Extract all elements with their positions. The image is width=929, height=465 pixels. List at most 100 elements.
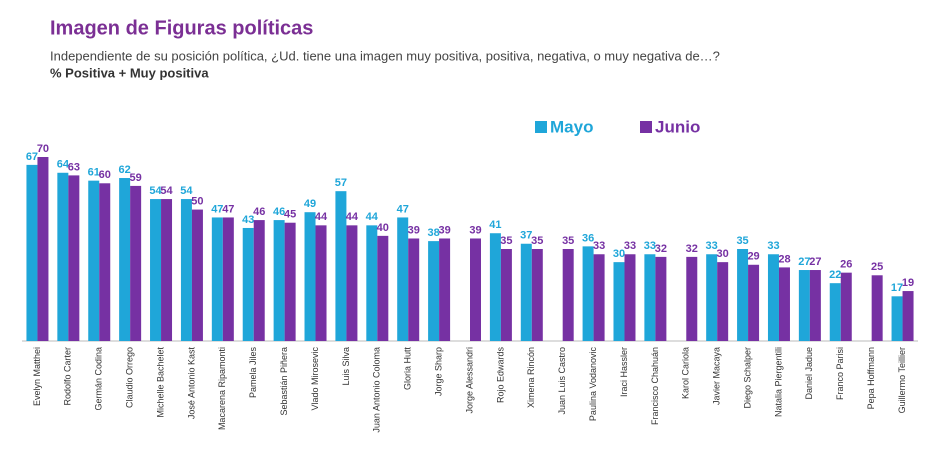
value-label: 44 xyxy=(346,211,359,223)
x-tick-label: Karol Cariola xyxy=(681,347,691,399)
value-label: 26 xyxy=(840,259,852,271)
chart-title: Imagen de Figuras políticas xyxy=(50,17,313,39)
value-label: 33 xyxy=(593,240,605,252)
bar xyxy=(119,178,131,341)
x-tick-label: Juan Antonio Coloma xyxy=(372,347,382,433)
x-tick-label: Juan Luis Castro xyxy=(557,347,567,415)
x-tick-label: Evelyn Matthei xyxy=(32,347,42,406)
value-label: 33 xyxy=(767,240,779,252)
bar xyxy=(489,233,501,341)
value-label: 47 xyxy=(211,203,223,215)
bar xyxy=(809,270,821,341)
value-label: 44 xyxy=(366,211,379,223)
bar xyxy=(242,227,254,341)
bar xyxy=(26,164,38,341)
value-label: 63 xyxy=(68,161,80,173)
bar xyxy=(161,199,173,341)
x-tick-label: José Antonio Kast xyxy=(186,347,196,420)
bar xyxy=(871,275,883,341)
bar xyxy=(500,249,512,341)
x-tick-label: Germán Codina xyxy=(94,347,104,411)
x-tick-label: Daniel Jadue xyxy=(804,347,814,400)
value-label: 49 xyxy=(304,198,316,210)
value-label: 36 xyxy=(582,232,594,244)
value-label: 46 xyxy=(273,206,285,218)
bar xyxy=(902,291,914,341)
bar xyxy=(315,225,327,341)
x-tick-label: Javier Macaya xyxy=(712,347,722,405)
value-label: 33 xyxy=(706,240,718,252)
x-tick-label: Gloria Hutt xyxy=(403,347,413,391)
x-tick-label: Rojo Edwards xyxy=(495,347,505,404)
value-label: 61 xyxy=(88,167,100,179)
value-label: 64 xyxy=(57,159,70,171)
value-label: 17 xyxy=(891,282,903,294)
bar xyxy=(211,217,223,341)
value-label: 33 xyxy=(624,240,636,252)
bar xyxy=(613,262,625,341)
value-label: 35 xyxy=(531,235,543,247)
value-label: 38 xyxy=(427,227,439,239)
bar xyxy=(686,256,698,341)
x-tick-label: Michelle Bachelet xyxy=(155,347,165,418)
value-label: 46 xyxy=(253,206,265,218)
x-tick-label: Franco Parisi xyxy=(835,347,845,400)
value-label: 39 xyxy=(469,224,481,236)
bar xyxy=(655,256,667,341)
bar xyxy=(377,235,389,341)
chart-subtitle: Independiente de su posición política, ¿… xyxy=(50,48,720,63)
bar xyxy=(37,157,49,341)
value-label: 39 xyxy=(408,224,420,236)
bar xyxy=(531,249,543,341)
value-label: 32 xyxy=(655,243,667,255)
x-tick-label: Pamela Jiles xyxy=(248,347,258,399)
value-label: 45 xyxy=(284,209,296,221)
bar xyxy=(366,225,378,341)
legend-label: Junio xyxy=(655,117,700,136)
x-tick-label: Luis Silva xyxy=(341,347,351,386)
x-tick-label: Francisco Chahuán xyxy=(650,347,660,425)
bar xyxy=(88,180,100,341)
bar xyxy=(273,220,285,341)
bar xyxy=(624,254,636,341)
value-label: 54 xyxy=(149,185,162,197)
bar xyxy=(778,267,790,341)
y-label: % Positiva + Muy positiva xyxy=(50,65,209,80)
value-label: 30 xyxy=(717,248,729,260)
value-label: 32 xyxy=(686,243,698,255)
x-tick-label: Paulina Vodanovic xyxy=(588,347,598,422)
bar xyxy=(840,272,852,341)
bar xyxy=(706,254,718,341)
value-label: 67 xyxy=(26,151,38,163)
bar xyxy=(180,199,192,341)
value-label: 19 xyxy=(902,277,914,289)
x-tick-label: Jorge Alessandri xyxy=(464,347,474,414)
value-label: 28 xyxy=(778,253,790,265)
x-tick-label: Diego Schalper xyxy=(742,347,752,409)
bar xyxy=(428,241,440,341)
bar xyxy=(767,254,779,341)
value-label: 44 xyxy=(315,211,328,223)
value-label: 47 xyxy=(397,203,409,215)
bar xyxy=(191,209,203,341)
bar xyxy=(891,296,903,341)
x-tick-label: Macarena Ripamonti xyxy=(217,347,227,430)
x-tick-label: Guillermo Teillier xyxy=(897,347,907,413)
bar xyxy=(717,262,729,341)
value-label: 62 xyxy=(119,164,131,176)
value-label: 25 xyxy=(871,261,883,273)
bar xyxy=(253,220,265,341)
x-tick-label: Sebastián Piñera xyxy=(279,347,289,416)
x-tick-label: Vlado Mirosevic xyxy=(310,347,320,411)
legend-label: Mayo xyxy=(550,117,593,136)
bar xyxy=(99,183,111,341)
value-label: 57 xyxy=(335,177,347,189)
value-label: 35 xyxy=(500,235,512,247)
value-label: 60 xyxy=(99,169,111,181)
bar xyxy=(748,264,760,341)
value-label: 27 xyxy=(809,256,821,268)
bar xyxy=(829,283,841,341)
value-label: 37 xyxy=(520,230,532,242)
value-label: 54 xyxy=(160,185,173,197)
bar xyxy=(439,238,451,341)
